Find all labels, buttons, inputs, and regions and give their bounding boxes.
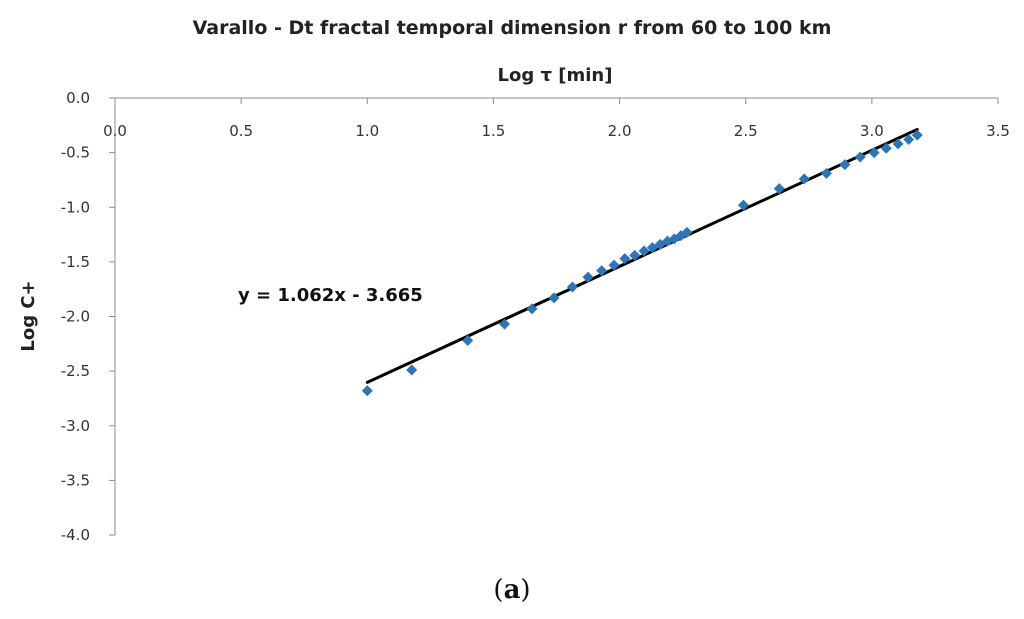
- y-tick-label: -0.5: [61, 144, 90, 162]
- y-tick-label: -1.5: [61, 253, 90, 271]
- data-point: [638, 245, 650, 257]
- x-tick-label: 2.0: [608, 122, 632, 140]
- y-tick-label: -2.0: [61, 308, 90, 326]
- y-tick-label: -3.0: [61, 417, 90, 435]
- data-point: [798, 173, 810, 185]
- x-tick-label: 1.5: [481, 122, 505, 140]
- data-point: [462, 335, 474, 347]
- data-point: [854, 151, 866, 163]
- axis-ticks: 0.0 0.5 1.0 1.5 2.0 2.5 3.0 3.5 0.0 -0.5 -1.0 -1.5 -…: [61, 89, 1010, 544]
- data-point: [526, 303, 538, 315]
- y-tick-label: -1.0: [61, 198, 90, 216]
- data-point: [681, 226, 693, 238]
- caption-close: ): [520, 575, 531, 605]
- x-tick-label: 0.5: [229, 122, 253, 140]
- data-point: [608, 259, 620, 271]
- data-point: [596, 265, 608, 277]
- y-tick-label: 0.0: [66, 89, 90, 107]
- data-point: [911, 129, 923, 141]
- data-point: [880, 142, 892, 154]
- y-axis-title: Log C+: [18, 280, 39, 351]
- data-point: [737, 199, 749, 211]
- x-tick-label: 1.0: [355, 122, 379, 140]
- data-point: [820, 167, 832, 179]
- data-point: [868, 147, 880, 159]
- data-point: [773, 183, 785, 195]
- y-tick-label: -3.5: [61, 471, 90, 489]
- data-point: [619, 253, 631, 265]
- data-point: [646, 242, 658, 254]
- y-tick-label: -2.5: [61, 362, 90, 380]
- x-tick-label: 2.5: [734, 122, 758, 140]
- data-point: [629, 249, 641, 261]
- data-point: [582, 271, 594, 283]
- data-point: [499, 318, 511, 330]
- axes: [114, 97, 998, 535]
- data-point: [361, 385, 373, 397]
- x-axis-title: Log τ [min]: [498, 65, 613, 86]
- data-point: [548, 292, 560, 304]
- x-tick-label: 3.0: [860, 122, 884, 140]
- data-point: [839, 159, 851, 171]
- data-point: [892, 138, 904, 150]
- trendline-equation: y = 1.062x - 3.665: [238, 285, 423, 306]
- scatter-chart: Varallo - Dt fractal temporal dimension …: [18, 17, 1010, 544]
- x-tick-label: 3.5: [986, 122, 1010, 140]
- caption-letter: a: [503, 575, 521, 605]
- data-point: [903, 134, 915, 146]
- y-tick-label: -4.0: [61, 526, 90, 544]
- caption-open: (: [493, 575, 504, 605]
- data-point: [566, 281, 578, 293]
- chart-title: Varallo - Dt fractal temporal dimension …: [193, 17, 832, 39]
- data-point: [406, 364, 418, 376]
- trendline: [365, 127, 919, 384]
- x-tick-label: 0.0: [103, 122, 127, 140]
- figure-caption: (a): [0, 575, 1024, 605]
- data-points: [361, 129, 923, 397]
